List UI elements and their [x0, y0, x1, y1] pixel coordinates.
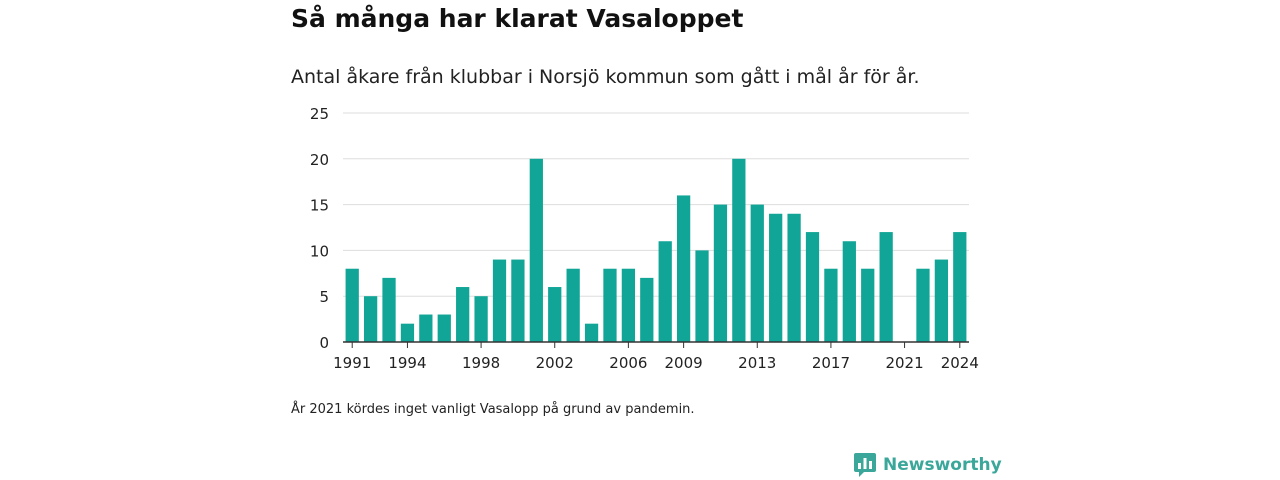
bar [603, 268, 617, 342]
bar [805, 232, 820, 342]
bar [566, 268, 580, 342]
bar [474, 296, 488, 342]
bar [511, 259, 525, 342]
bar-chart: 0 5 10 15 20 25 1991 1994 1998 2002 2006 2009 2013 2… [310, 105, 979, 372]
brand-name: Newsworthy [883, 455, 1002, 475]
newsworthy-brand: Newsworthy [853, 452, 1002, 478]
bar [713, 204, 728, 342]
bar [529, 158, 543, 342]
x-tick-label: 2002 [536, 354, 574, 372]
x-tick-label: 2017 [812, 354, 850, 372]
bar [584, 323, 599, 342]
bar [861, 268, 875, 342]
bar [419, 314, 433, 342]
x-tick-label: 2009 [665, 354, 703, 372]
x-tick-label: 2013 [738, 354, 776, 372]
x-tick-label: 2021 [885, 354, 923, 372]
bar [787, 213, 801, 342]
newsworthy-logo-icon [854, 453, 876, 477]
bar [548, 287, 562, 342]
x-tick-labels: 1991 1994 1998 2002 2006 2009 2013 2017 2021 2024 [333, 342, 979, 372]
y-tick-label: 5 [319, 288, 329, 306]
bar [676, 195, 691, 342]
bar [953, 232, 967, 342]
bar [658, 241, 672, 342]
bar [695, 250, 709, 342]
bar [621, 268, 636, 342]
x-tick-label: 2024 [941, 354, 979, 372]
chart-title: Så många har klarat Vasaloppet [291, 4, 744, 33]
gridlines [343, 112, 969, 297]
bar [456, 287, 470, 342]
y-tick-label: 20 [310, 151, 329, 169]
x-tick-label: 1994 [388, 354, 426, 372]
x-tick-label: 2006 [609, 354, 647, 372]
bar [345, 268, 359, 342]
bar [750, 204, 764, 342]
bar [492, 259, 507, 342]
bars [345, 158, 967, 342]
footnote: År 2021 kördes inget vanligt Vasalopp på… [291, 402, 695, 417]
y-tick-label: 10 [310, 242, 329, 260]
bar [363, 296, 378, 342]
chart-subtitle: Antal åkare från klubbar i Norsjö kommun… [291, 66, 920, 88]
bar [732, 158, 746, 342]
y-tick-label: 15 [310, 197, 329, 215]
bar [400, 323, 415, 342]
x-tick-label: 1998 [462, 354, 500, 372]
x-tick-label: 1991 [333, 354, 371, 372]
bar [824, 268, 838, 342]
y-tick-label: 0 [319, 334, 329, 352]
bar [934, 259, 949, 342]
bar [437, 314, 451, 342]
bar [842, 241, 856, 342]
y-tick-labels: 0 5 10 15 20 25 [310, 105, 329, 352]
bar [769, 213, 783, 342]
bar [382, 277, 396, 342]
bar [879, 232, 893, 342]
bar [916, 268, 930, 342]
bar [640, 277, 654, 342]
y-tick-label: 25 [310, 105, 329, 123]
